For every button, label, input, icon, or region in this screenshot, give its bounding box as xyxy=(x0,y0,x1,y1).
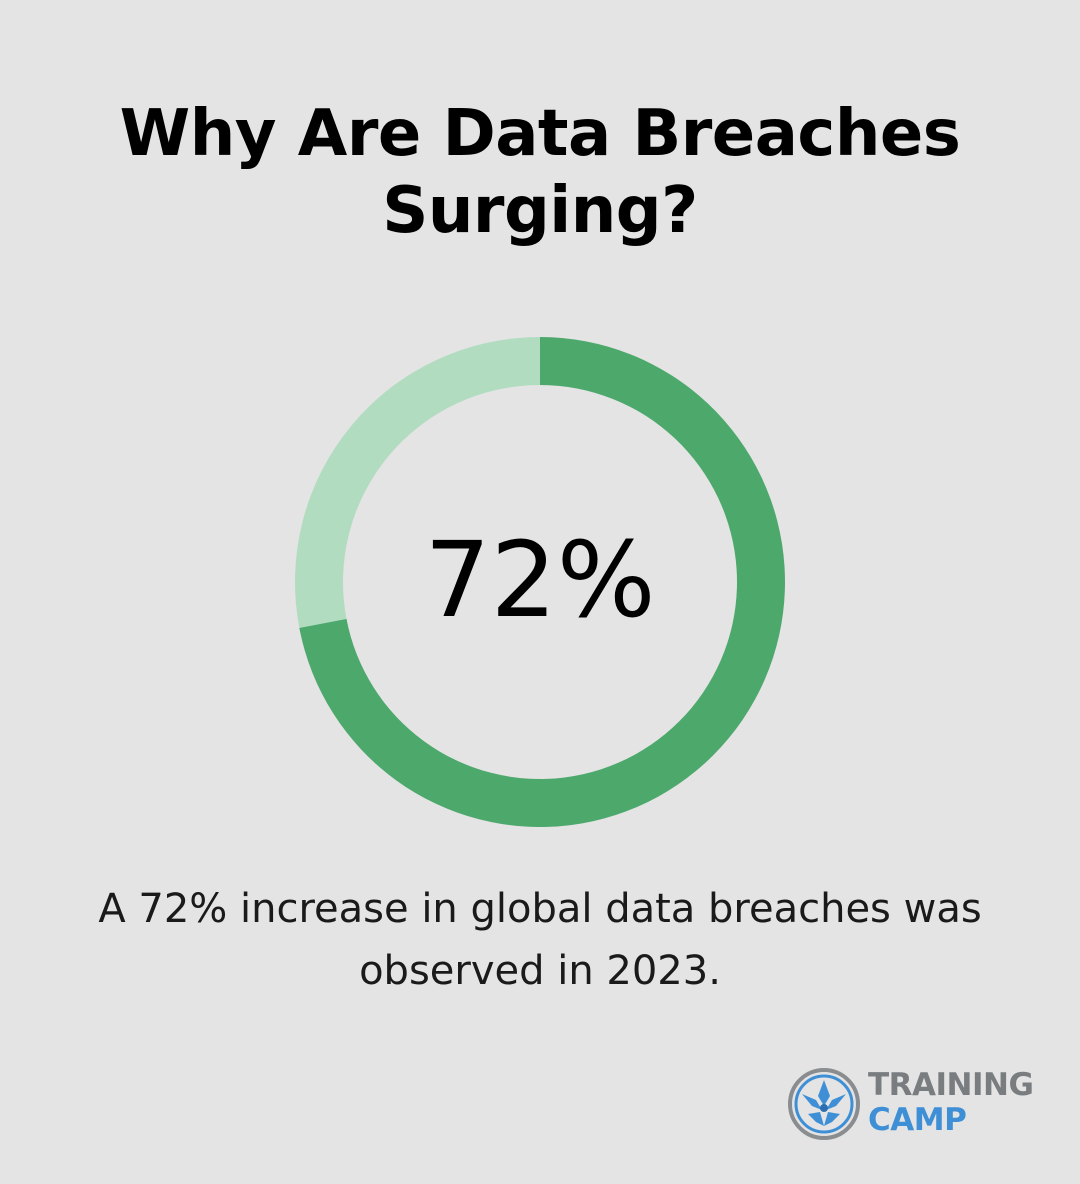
donut-chart xyxy=(295,337,785,827)
donut-segments xyxy=(295,337,785,827)
logo-text-camp: CAMP xyxy=(868,1102,967,1138)
stat-caption: A 72% increase in global data breaches w… xyxy=(98,886,982,994)
brand-logo: TRAINING CAMP xyxy=(786,1066,1046,1146)
donut-segment-remainder xyxy=(295,337,540,628)
page-title: Why Are Data Breaches Surging? xyxy=(119,97,961,248)
training-camp-emblem-icon xyxy=(788,1068,860,1140)
stat-value: 72% xyxy=(424,519,656,641)
logo-text-training: TRAINING xyxy=(868,1067,1034,1103)
